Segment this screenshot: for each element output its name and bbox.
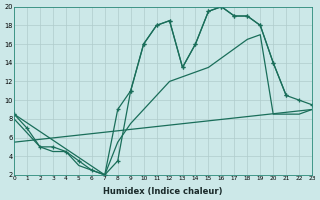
X-axis label: Humidex (Indice chaleur): Humidex (Indice chaleur) [103, 187, 223, 196]
